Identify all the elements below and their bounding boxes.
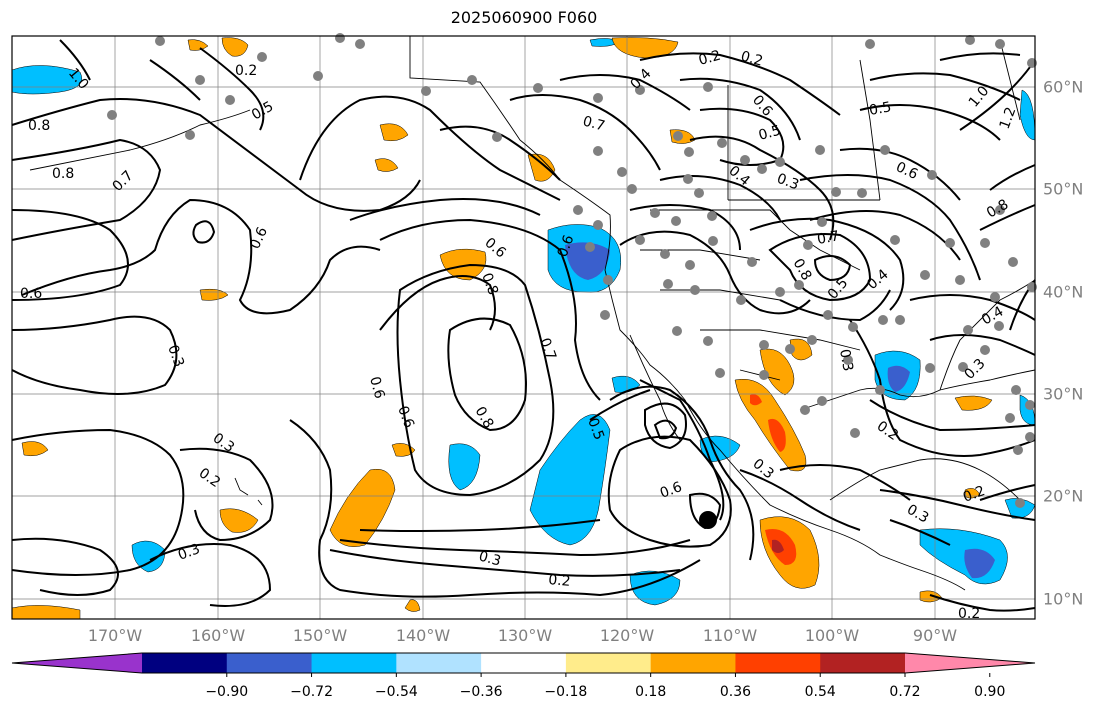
contour-label: 0.6 xyxy=(658,479,684,502)
map-border xyxy=(11,35,1036,620)
colorbar-tick-label: −0.54 xyxy=(374,684,418,700)
contour-label: 0.6 xyxy=(20,286,42,302)
longitude-label: 120°W xyxy=(599,626,655,645)
latitude-label: 20°N xyxy=(1043,486,1084,506)
contour-label: 0.7 xyxy=(816,228,841,248)
contour-label: 0.2 xyxy=(958,606,980,622)
contour-label: 0.3 xyxy=(836,348,856,373)
contour-label: 0.8 xyxy=(28,118,50,134)
colorbar-extend-high xyxy=(905,653,1035,673)
contour-label: 0.2 xyxy=(739,48,765,69)
latitude-label: 60°N xyxy=(1043,77,1084,97)
contour-label: 0.2 xyxy=(697,48,723,69)
contour-label: 0.5 xyxy=(757,123,783,144)
colorbar-tick-label: −0.18 xyxy=(544,684,588,700)
longitude-label: 100°W xyxy=(804,626,860,645)
colorbar-tick-label: 0.72 xyxy=(889,684,921,700)
contour-label: 0.3 xyxy=(775,171,801,194)
longitude-label: 160°W xyxy=(190,626,246,645)
colorbar-tick-label: 0.90 xyxy=(974,684,1006,700)
latitude-label: 50°N xyxy=(1043,179,1084,199)
colorbar-segment xyxy=(565,653,652,673)
contour-label: 0.8 xyxy=(478,271,501,297)
colorbar-tick-label: −0.72 xyxy=(290,684,333,700)
colorbar-segment xyxy=(311,653,397,673)
longitude-label: 110°W xyxy=(702,626,758,645)
longitude-label: 130°W xyxy=(497,626,553,645)
longitude-label: 140°W xyxy=(395,626,451,645)
colorbar-extend-low xyxy=(12,653,142,673)
extreme-positive-shading xyxy=(772,539,784,553)
contour-label: 0.3 xyxy=(164,343,187,369)
contour-label: 0.7 xyxy=(536,336,559,362)
colorbar xyxy=(11,652,1036,677)
latitude-label: 10°N xyxy=(1043,589,1084,609)
colorbar-outline xyxy=(11,652,1036,674)
contour-label: 0.3 xyxy=(176,541,202,564)
strong-negative-shading xyxy=(565,242,995,579)
map-area: 1.0 0.8 0.8 0.7 0.6 0.6 0.3 0.3 0.2 0.3 … xyxy=(11,33,1037,622)
colorbar-segment xyxy=(396,653,482,673)
longitude-label: 170°W xyxy=(87,626,143,645)
contour-label: 0.2 xyxy=(548,572,572,590)
contour-label: 0.6 xyxy=(555,233,578,259)
contour-label: 0.3 xyxy=(477,548,503,569)
contour-label: 0.5 xyxy=(868,99,893,119)
colorbar-segment xyxy=(735,653,821,673)
contour-label: 0.6 xyxy=(394,404,417,430)
colorbar-segment xyxy=(481,653,567,673)
colorbar-segment xyxy=(142,653,228,673)
map-title: 2025060900 F060 xyxy=(450,8,598,27)
observation-stations xyxy=(107,33,1037,508)
longitude-label: 90°W xyxy=(912,626,958,645)
latitude-label: 40°N xyxy=(1043,282,1084,302)
contour-label: 0.5 xyxy=(584,416,607,442)
contour-label: 0.6 xyxy=(366,375,387,401)
contour-label: 0.8 xyxy=(52,166,74,182)
colorbar-segment xyxy=(820,653,906,673)
colorbar-segment xyxy=(226,653,313,673)
colorbar-tick-label: 0.36 xyxy=(719,684,752,700)
colorbar-tick-label: 0.18 xyxy=(635,684,667,700)
latitude-label: 30°N xyxy=(1043,384,1084,404)
contour-label: 0.2 xyxy=(961,483,987,506)
longitude-label: 150°W xyxy=(292,626,348,645)
contour-label: 0.2 xyxy=(235,63,257,79)
colorbar-tick-label: −0.36 xyxy=(459,684,503,700)
colorbar-tick-label: −0.90 xyxy=(205,684,249,700)
colorbar-segment xyxy=(650,653,736,673)
colorbar-tick-label: 0.54 xyxy=(804,684,836,700)
contour-lines xyxy=(11,39,1036,612)
contour-label: 1.2 xyxy=(997,105,1020,131)
contour-label: 0.7 xyxy=(581,113,607,134)
storm-center-marker xyxy=(699,511,717,529)
